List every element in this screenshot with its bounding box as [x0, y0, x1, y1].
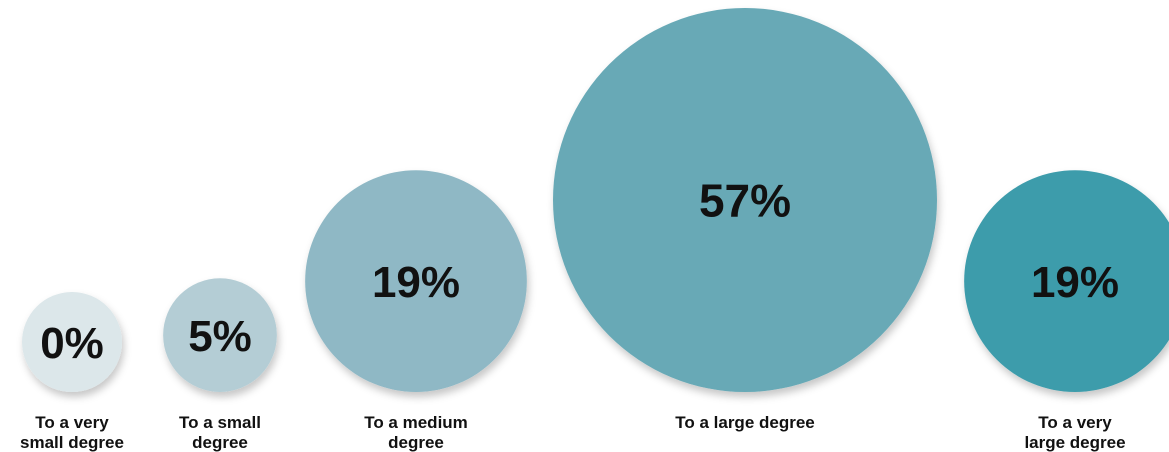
- value-label-2: 5%: [188, 312, 252, 361]
- category-label-2-line-2: degree: [192, 433, 248, 452]
- category-label-3-line-2: degree: [388, 433, 444, 452]
- category-label-4-line-1: To a large degree: [675, 413, 815, 432]
- bubble-layer: [22, 8, 1169, 393]
- category-label-1-line-2: small degree: [20, 433, 124, 452]
- category-label-5-line-1: To a very: [1038, 413, 1112, 432]
- category-label-1-line-1: To a very: [35, 413, 109, 432]
- value-label-3: 19%: [372, 258, 460, 307]
- category-label-2-line-1: To a small: [179, 413, 261, 432]
- bubble-4: [553, 8, 937, 392]
- value-label-5: 19%: [1031, 258, 1119, 307]
- value-label-1: 0%: [40, 319, 104, 368]
- bubble-1: [22, 292, 122, 392]
- bubble-2: [163, 278, 277, 393]
- category-label-5-line-2: large degree: [1024, 433, 1125, 452]
- bubble-5: [964, 170, 1169, 392]
- value-label-4: 57%: [699, 175, 791, 227]
- value-label-layer: 0% 5% 19% 57% 19%: [40, 175, 1119, 368]
- bubble-3: [305, 170, 527, 392]
- category-label-3-line-1: To a medium: [364, 413, 468, 432]
